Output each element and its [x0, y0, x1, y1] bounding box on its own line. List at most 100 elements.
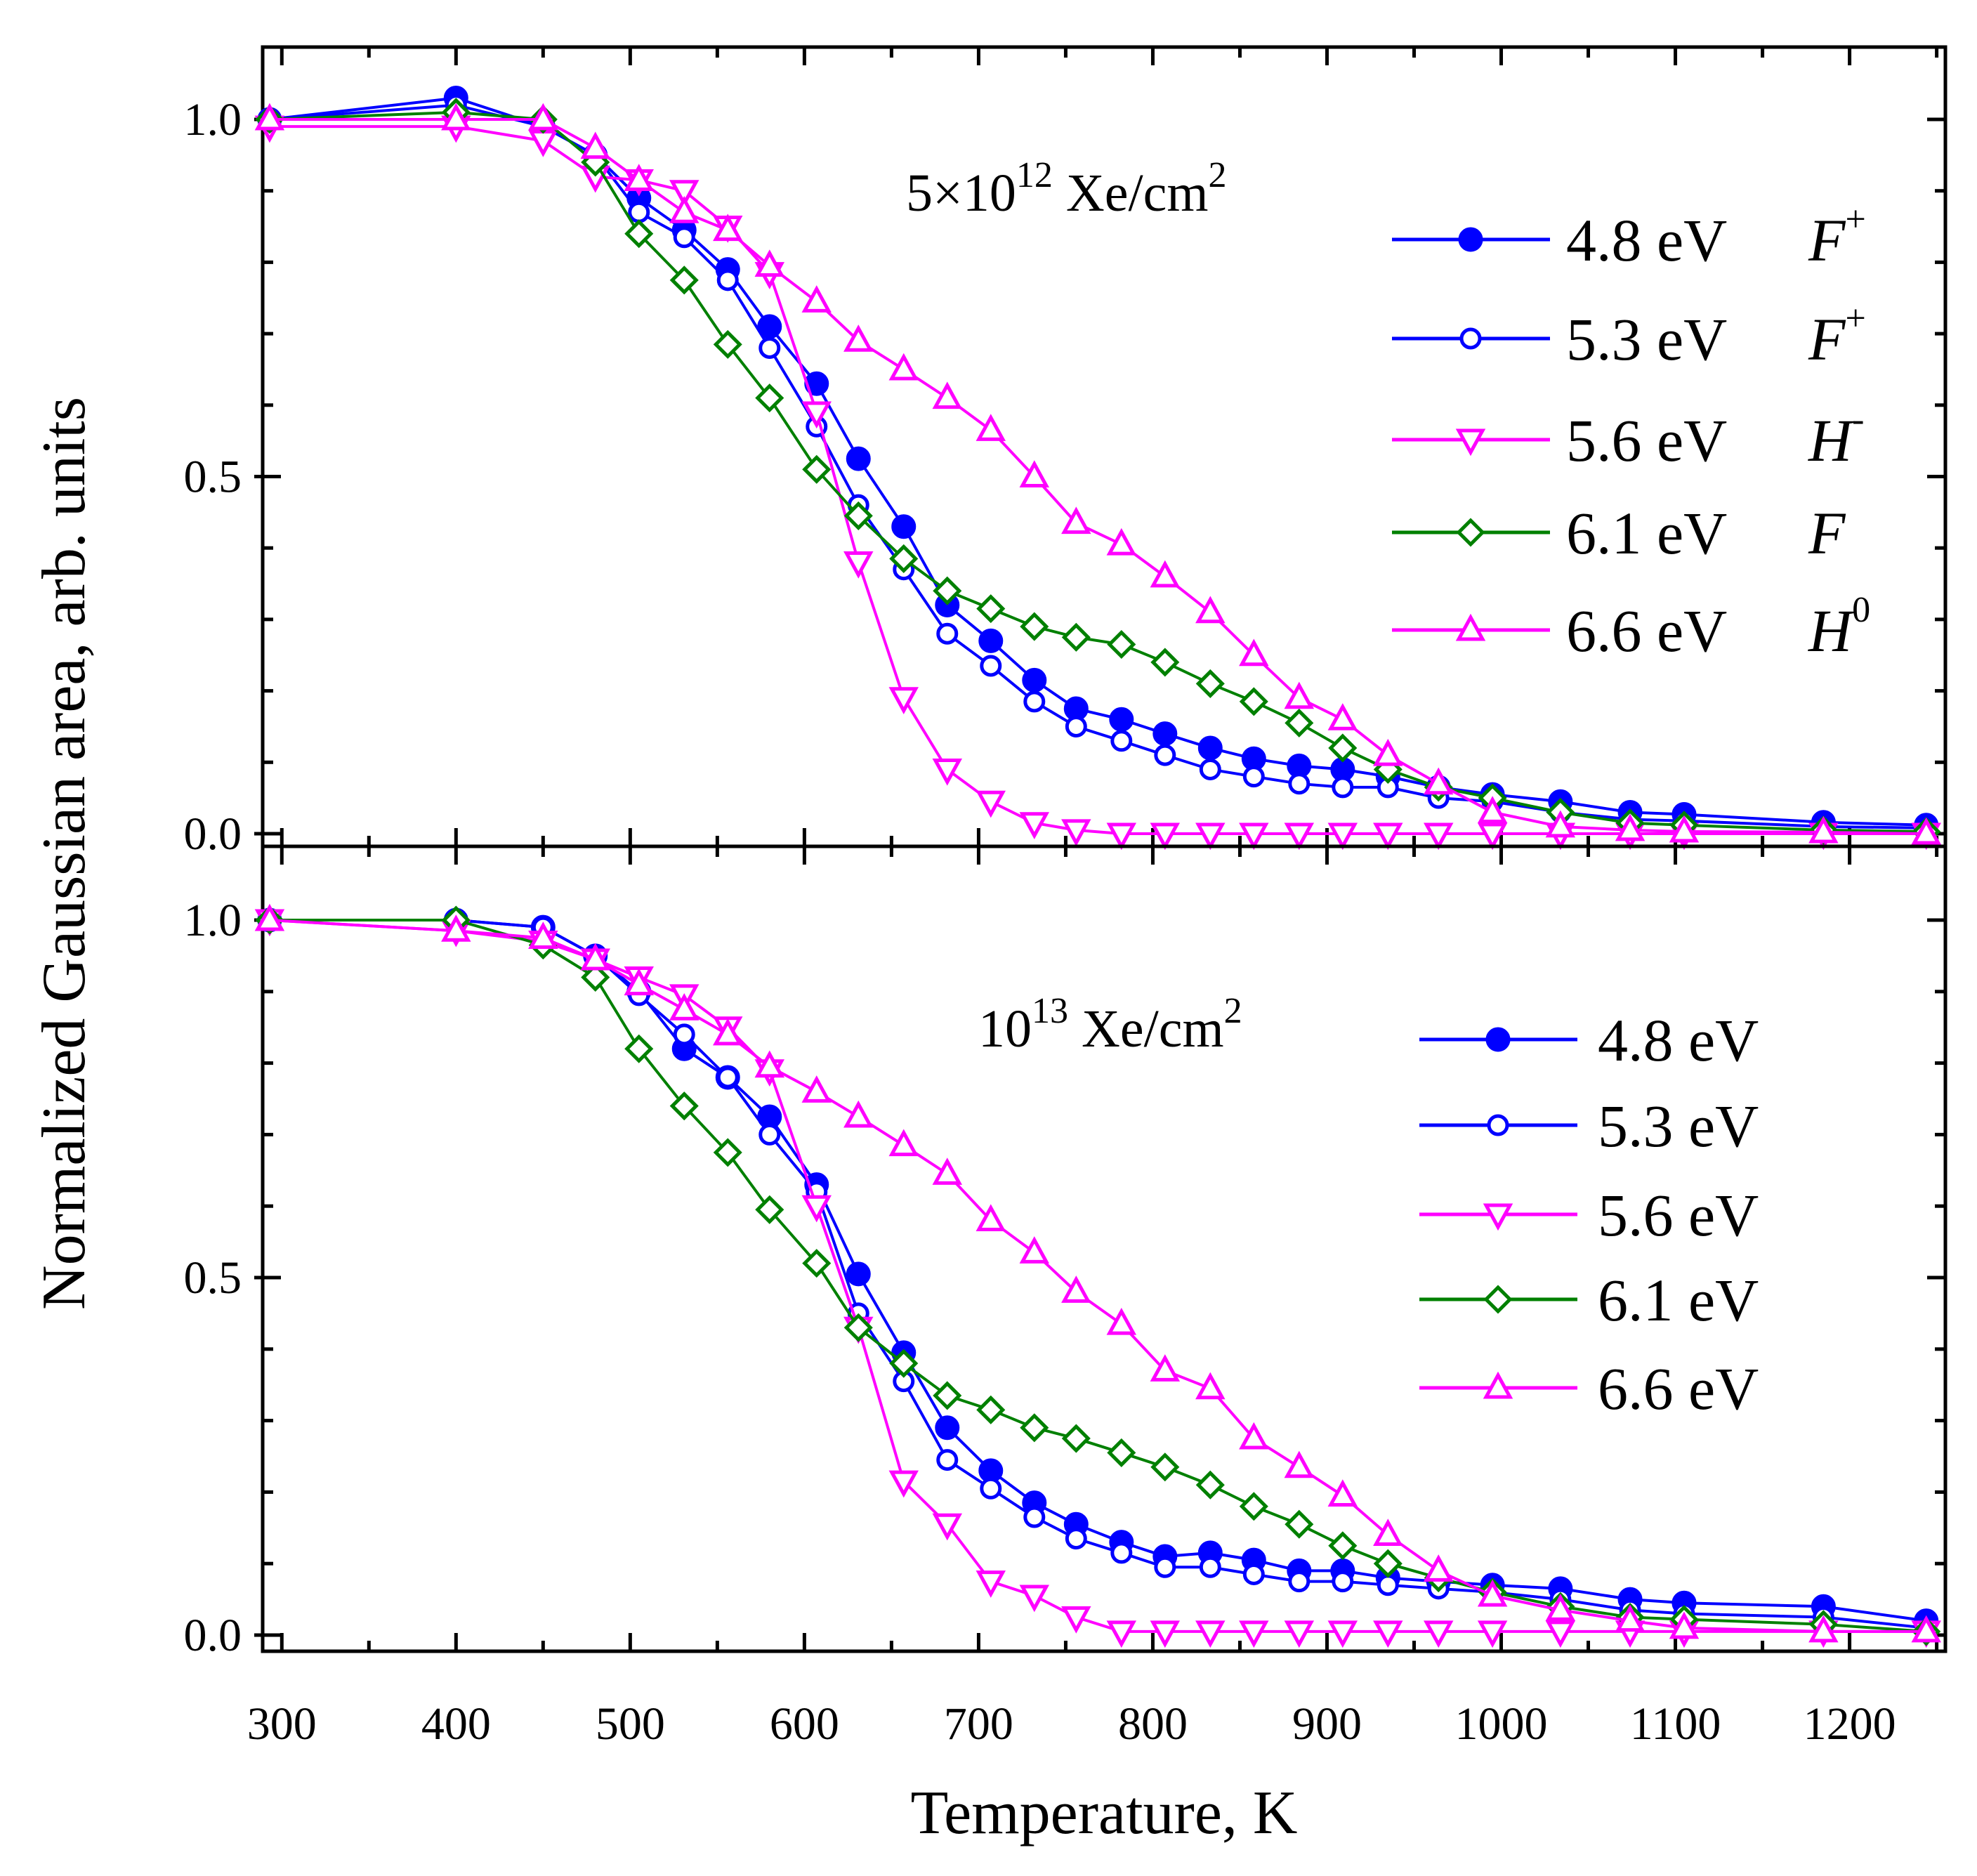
- legend-item: 6.1 eV: [1419, 1266, 1759, 1334]
- data-point: [1242, 766, 1265, 788]
- legend-item: 5.3 eV F+: [1392, 299, 1866, 373]
- data-point: [1154, 744, 1176, 766]
- data-point: [1150, 1354, 1181, 1382]
- data-point: [1110, 1542, 1133, 1564]
- data-point: [843, 1100, 874, 1128]
- data-point: [1019, 812, 1050, 839]
- series-6_6-eV: [254, 103, 1941, 845]
- data-point: [888, 1129, 919, 1157]
- data-point: [1195, 1470, 1225, 1500]
- series-6_6-eV: [254, 903, 1941, 1643]
- data-point: [758, 1123, 781, 1146]
- data-point: [673, 226, 695, 249]
- data-point: [1195, 822, 1226, 851]
- data-point: [713, 214, 743, 242]
- data-point: [1284, 822, 1315, 851]
- data-point: [1373, 738, 1403, 766]
- annotation-unit-exponent: 2: [1224, 991, 1242, 1031]
- data-point: [1424, 1620, 1454, 1648]
- legend-item: 6.6 eV: [1419, 1355, 1759, 1422]
- data-point: [980, 1477, 1002, 1500]
- legend-marker: [1455, 613, 1486, 641]
- data-point: [624, 219, 654, 249]
- legend-assignment: F: [1808, 499, 1846, 567]
- x-tick-label: 300: [247, 1698, 317, 1750]
- legend-marker: [1487, 1114, 1509, 1136]
- data-point: [1109, 707, 1134, 732]
- data-point: [889, 544, 919, 573]
- data-point: [1373, 1549, 1403, 1578]
- data-point: [932, 381, 962, 409]
- data-point: [1615, 1604, 1646, 1632]
- data-point: [976, 414, 1006, 441]
- assignment-superscript: 0: [1852, 590, 1870, 630]
- data-point: [1327, 703, 1358, 730]
- data-point: [758, 336, 781, 359]
- data-point: [846, 446, 871, 471]
- data-point: [755, 383, 784, 413]
- assignment-superscript: +: [1846, 199, 1866, 240]
- data-point: [1285, 1509, 1314, 1539]
- data-point: [1284, 681, 1315, 709]
- y-tick-label: 0.5: [184, 1252, 242, 1304]
- annotation-base: 5×10: [906, 164, 1016, 223]
- data-point: [1150, 1452, 1180, 1482]
- legend-assignment: F+: [1808, 199, 1866, 274]
- data-point: [1377, 1574, 1399, 1596]
- legend-label: 6.1 eV: [1566, 499, 1727, 567]
- data-point: [888, 353, 919, 381]
- annotation-unit-exponent: 2: [1208, 155, 1226, 195]
- fluence-annotation: 5×1012 Xe/cm2: [906, 155, 1226, 223]
- data-point: [528, 103, 558, 131]
- data-point: [1373, 1518, 1403, 1546]
- legend-assignment: H0: [1808, 590, 1870, 664]
- data-point: [624, 164, 654, 191]
- data-point: [1808, 815, 1839, 844]
- data-point: [1424, 822, 1454, 851]
- y-tick-label: 0.5: [184, 452, 242, 503]
- data-point: [528, 130, 558, 157]
- legend-label: 6.6 eV: [1566, 597, 1727, 664]
- data-point: [843, 501, 873, 530]
- legend-label: 6.1 eV: [1598, 1266, 1759, 1334]
- data-point: [933, 576, 962, 605]
- data-point: [1911, 1615, 1941, 1643]
- legend-label: 5.3 eV: [1566, 306, 1727, 373]
- assignment-superscript: -: [1852, 400, 1864, 440]
- data-point: [1061, 819, 1091, 847]
- legend-item: 4.8 eV F+: [1392, 199, 1866, 274]
- data-point: [802, 1249, 832, 1278]
- y-axis-title: Normalized Gaussian area, arb. units: [30, 397, 98, 1310]
- data-point: [1477, 1620, 1508, 1648]
- legend-label: 5.6 eV: [1598, 1181, 1759, 1249]
- legend-marker: [1483, 1371, 1513, 1399]
- data-point: [441, 103, 471, 131]
- legend-marker: [1458, 227, 1483, 252]
- assignment-symbol: F: [1808, 206, 1846, 274]
- data-point: [1288, 773, 1311, 795]
- data-point: [932, 1513, 962, 1541]
- x-tick-label: 800: [1118, 1698, 1188, 1750]
- data-point: [1106, 1620, 1137, 1648]
- data-point: [713, 1018, 743, 1046]
- legend-item: 5.6 eV: [1419, 1181, 1759, 1249]
- data-point: [976, 1204, 1006, 1232]
- legend-marker: [1483, 1285, 1513, 1314]
- data-point: [1019, 460, 1050, 487]
- data-point: [716, 269, 739, 291]
- data-point: [933, 1381, 962, 1410]
- data-point: [1288, 1570, 1311, 1593]
- data-point: [669, 265, 699, 295]
- data-point: [891, 514, 917, 539]
- data-point: [1545, 1594, 1576, 1621]
- legend-assignment: F+: [1808, 299, 1866, 373]
- legend-marker: [1459, 327, 1482, 350]
- data-point: [1328, 733, 1358, 763]
- data-point: [1197, 735, 1223, 761]
- data-point: [801, 285, 832, 313]
- data-point: [1332, 776, 1354, 799]
- data-point: [1239, 638, 1269, 667]
- data-point: [888, 687, 919, 714]
- data-point: [843, 324, 874, 352]
- data-point: [843, 551, 874, 579]
